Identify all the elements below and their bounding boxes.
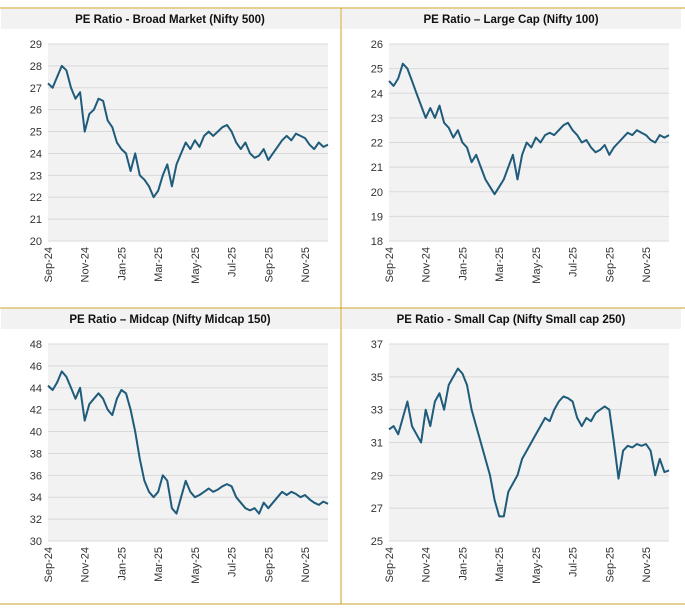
x-tick-label: Nov-25: [300, 547, 312, 582]
x-tick-label: Sep-24: [43, 247, 55, 282]
x-tick-label: May-25: [190, 547, 202, 584]
x-tick-label: Sep-25: [604, 547, 616, 582]
y-tick-label: 33: [371, 405, 383, 417]
y-tick-label: 27: [371, 503, 383, 515]
x-tick-label: Nov-24: [421, 247, 433, 282]
x-tick-label: Nov-24: [80, 547, 92, 582]
x-tick-label: Sep-24: [384, 547, 396, 582]
y-tick-label: 26: [30, 105, 42, 117]
y-tick-label: 30: [30, 536, 42, 548]
title-bar: [1, 9, 340, 29]
y-tick-label: 26: [371, 39, 383, 51]
y-tick-label: 37: [371, 339, 383, 351]
y-tick-label: 25: [30, 127, 42, 139]
chart-title: PE Ratio - Broad Market (Nifty 500): [75, 14, 265, 26]
x-tick-label: Sep-25: [604, 247, 616, 282]
y-tick-label: 46: [30, 361, 42, 373]
y-tick-label: 24: [30, 148, 42, 160]
y-tick-label: 29: [30, 39, 42, 51]
x-tick-label: Sep-24: [384, 247, 396, 282]
x-tick-label: Jan-25: [457, 547, 469, 581]
x-tick-label: May-25: [531, 247, 543, 284]
y-tick-label: 29: [371, 470, 383, 482]
y-tick-label: 21: [371, 162, 383, 174]
x-tick-label: Nov-24: [421, 547, 433, 582]
x-tick-label: Jul-25: [568, 547, 580, 577]
x-tick-label: Jul-25: [227, 547, 239, 577]
chart-title: PE Ratio – Midcap (Nifty Midcap 150): [69, 314, 270, 326]
y-tick-label: 23: [371, 113, 383, 125]
x-tick-label: Nov-25: [300, 247, 312, 282]
y-tick-label: 44: [30, 383, 42, 395]
x-tick-label: Mar-25: [494, 247, 506, 282]
y-tick-label: 21: [30, 214, 42, 226]
y-tick-label: 34: [30, 492, 42, 504]
y-tick-label: 25: [371, 536, 383, 548]
y-tick-label: 35: [371, 372, 383, 384]
plot-area: [48, 344, 328, 541]
title-bar: [342, 309, 681, 329]
y-tick-label: 36: [30, 470, 42, 482]
x-tick-label: Sep-24: [43, 547, 55, 582]
data-line: [47, 370, 329, 515]
title-bar: [1, 309, 340, 329]
y-tick-label: 20: [371, 187, 383, 199]
y-tick-label: 22: [371, 138, 383, 150]
y-tick-label: 42: [30, 405, 42, 417]
y-tick-label: 48: [30, 339, 42, 351]
x-tick-label: Jan-25: [116, 247, 128, 281]
x-tick-label: Nov-25: [641, 247, 653, 282]
chart-title: PE Ratio – Large Cap (Nifty 100): [423, 14, 598, 26]
y-tick-label: 20: [30, 236, 42, 248]
y-tick-label: 28: [30, 61, 42, 73]
x-tick-label: Nov-24: [80, 247, 92, 282]
data-line: [47, 64, 329, 199]
y-tick-label: 32: [30, 514, 42, 526]
chart-title: PE Ratio - Small Cap (Nifty Small cap 25…: [397, 314, 626, 326]
x-tick-label: May-25: [190, 247, 202, 284]
x-tick-label: Nov-25: [641, 547, 653, 582]
title-bar: [342, 9, 681, 29]
y-tick-label: 23: [30, 170, 42, 182]
y-tick-label: 19: [371, 211, 383, 223]
y-tick-label: 40: [30, 427, 42, 439]
x-tick-label: Sep-25: [263, 547, 275, 582]
y-tick-label: 27: [30, 83, 42, 95]
x-tick-label: Mar-25: [153, 547, 165, 582]
y-tick-label: 24: [371, 88, 383, 100]
x-tick-label: Sep-25: [263, 247, 275, 282]
y-tick-label: 18: [371, 236, 383, 248]
data-line: [388, 367, 670, 518]
y-tick-label: 31: [371, 438, 383, 450]
x-tick-label: Jul-25: [227, 247, 239, 277]
y-tick-label: 38: [30, 448, 42, 460]
x-tick-label: Jan-25: [457, 247, 469, 281]
data-line: [388, 62, 670, 196]
plot-area: [48, 44, 328, 241]
x-tick-label: Jan-25: [116, 547, 128, 581]
x-tick-label: Jul-25: [568, 247, 580, 277]
x-tick-label: May-25: [531, 547, 543, 584]
x-tick-label: Mar-25: [153, 247, 165, 282]
y-tick-label: 25: [371, 64, 383, 76]
y-tick-label: 22: [30, 192, 42, 204]
x-tick-label: Mar-25: [494, 547, 506, 582]
